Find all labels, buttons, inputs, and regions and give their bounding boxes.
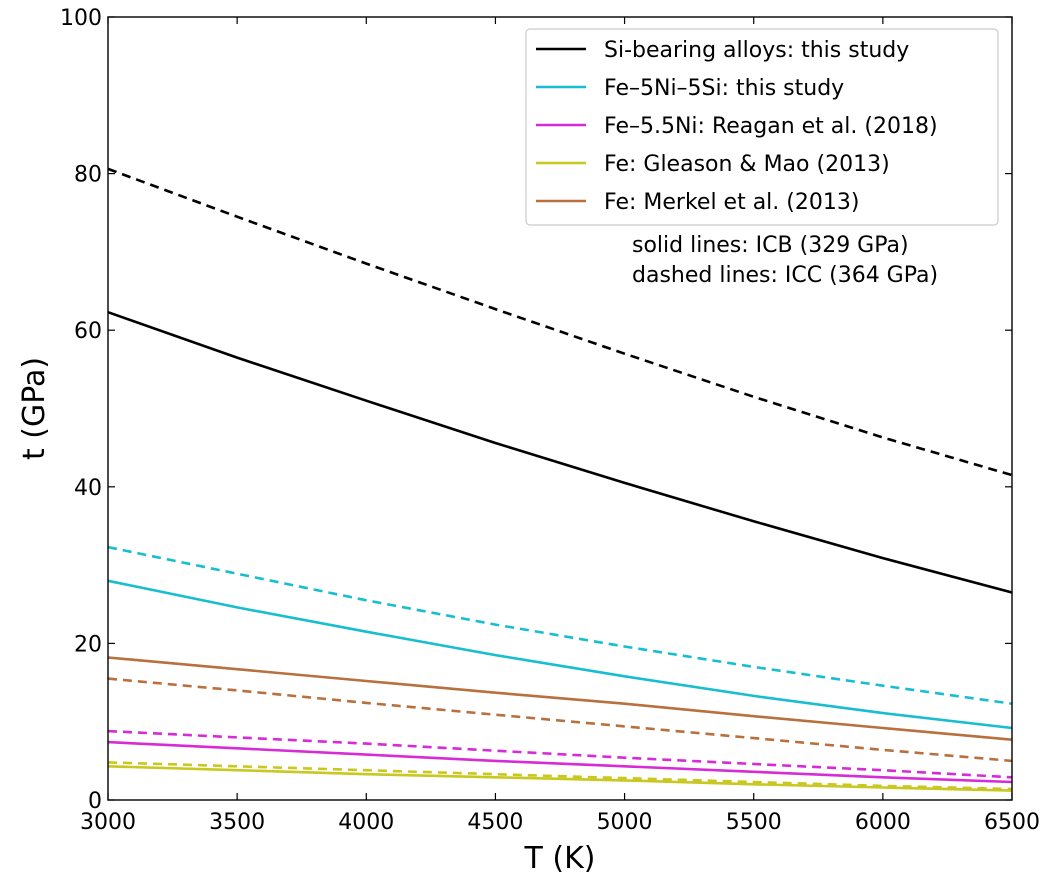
legend-label: Fe: Merkel et al. (2013) bbox=[604, 190, 859, 215]
series-line-icc-3 bbox=[107, 761, 1013, 791]
x-tick-label: 4000 bbox=[338, 810, 394, 835]
legend-box bbox=[525, 28, 999, 226]
y-tick-label: 80 bbox=[74, 163, 102, 188]
y-tick-label: 100 bbox=[60, 6, 102, 31]
y-tick-label: 60 bbox=[74, 319, 102, 344]
legend-label: Si-bearing alloys: this study bbox=[604, 38, 909, 63]
series-line-icb-0 bbox=[107, 310, 1013, 594]
series-line-icc-0 bbox=[107, 167, 1013, 477]
series-line-icb-3 bbox=[107, 765, 1013, 792]
legend: Si-bearing alloys: this study Fe–5Ni–5Si:… bbox=[525, 28, 999, 226]
series-line-icc-2 bbox=[107, 729, 1013, 779]
y-tick-label: 0 bbox=[88, 789, 102, 814]
y-tick-label: 20 bbox=[74, 632, 102, 657]
series-line-icc-1 bbox=[107, 545, 1013, 705]
x-tick-label: 4500 bbox=[467, 810, 523, 835]
x-tick-label: 6500 bbox=[984, 810, 1040, 835]
series-line-icb-4 bbox=[107, 656, 1013, 741]
x-axis-label: T (K) bbox=[524, 841, 596, 876]
annotation-solid-lines: solid lines: ICB (329 GPa) bbox=[632, 233, 909, 258]
axis-ticks: 3000 3500 4000 4500 5000 5500 6000 6500 0 20 40 60 8… bbox=[60, 6, 1040, 835]
y-axis-label: t (GPa) bbox=[17, 357, 52, 460]
annotation-dashed-lines: dashed lines: ICC (364 GPa) bbox=[632, 263, 938, 288]
x-tick-label: 6000 bbox=[855, 810, 911, 835]
series-layer bbox=[107, 167, 1013, 792]
x-tick-label: 3000 bbox=[80, 810, 136, 835]
series-line-icb-2 bbox=[107, 740, 1013, 784]
plot-frame bbox=[107, 16, 1013, 801]
y-tick-label: 40 bbox=[74, 476, 102, 501]
legend-label: Fe: Gleason & Mao (2013) bbox=[604, 152, 890, 177]
series-line-icc-4 bbox=[107, 677, 1013, 763]
x-tick-label: 5500 bbox=[726, 810, 782, 835]
series-line-icb-1 bbox=[107, 579, 1013, 730]
x-tick-label: 5000 bbox=[597, 810, 653, 835]
legend-label: Fe–5Ni–5Si: this study bbox=[604, 76, 844, 101]
x-tick-label: 3500 bbox=[209, 810, 265, 835]
legend-label: Fe–5.5Ni: Reagan et al. (2018) bbox=[604, 114, 938, 139]
